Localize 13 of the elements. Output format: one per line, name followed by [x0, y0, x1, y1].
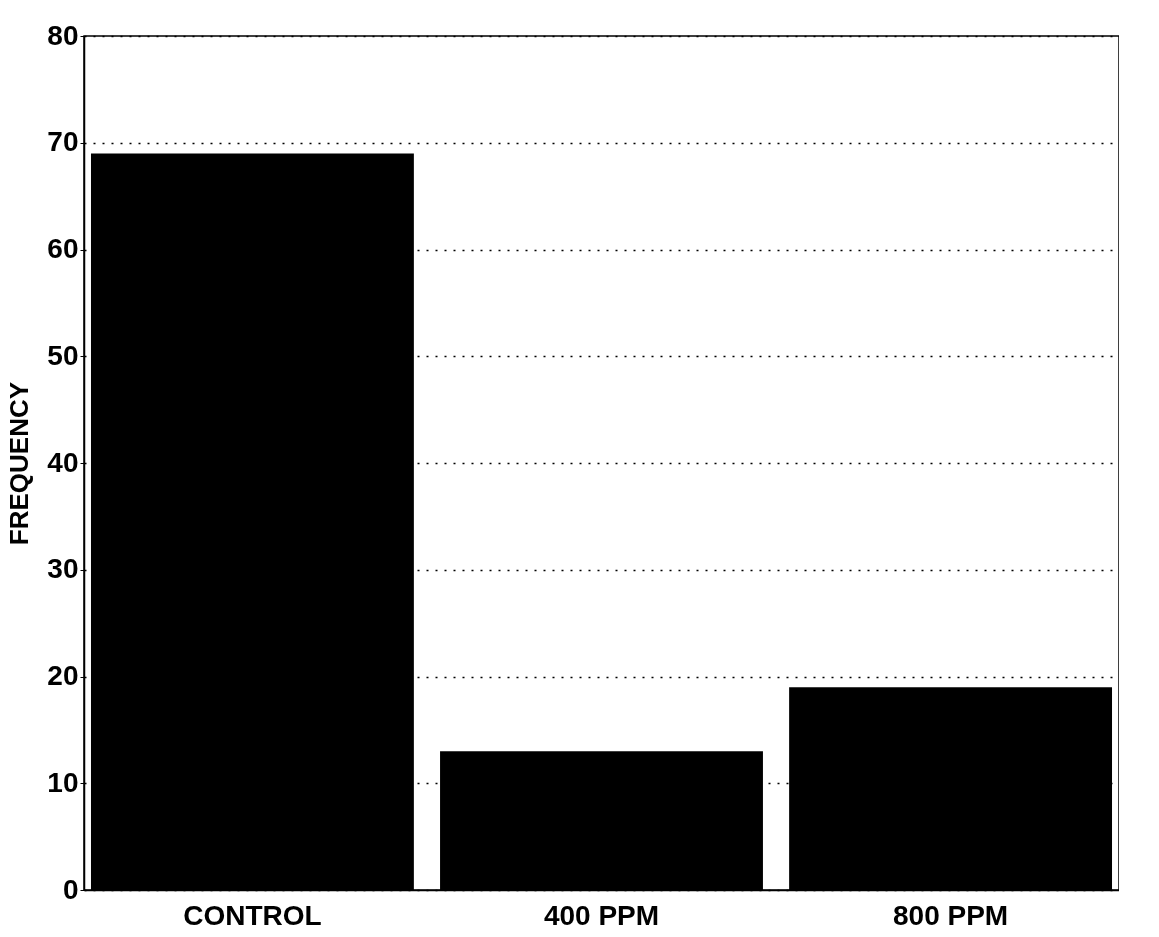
y-tick-label: 70 [47, 126, 79, 158]
y-tick-label: 40 [47, 446, 79, 478]
y-axis-title: FREQUENCY [4, 381, 35, 546]
y-tick-label: 0 [62, 873, 79, 905]
y-tick-label: 60 [47, 233, 79, 264]
y-tick-label: 20 [47, 660, 79, 691]
y-tick-label: 10 [47, 766, 79, 798]
y-tick-label: 80 [47, 19, 79, 51]
y-tick-label: 50 [47, 339, 79, 371]
x-tick-label: 800 PPM [892, 899, 1009, 931]
y-tick-label: 30 [47, 553, 79, 585]
x-tick-label: CONTROL [183, 899, 322, 931]
x-tick-label: 400 PPM [543, 899, 660, 931]
